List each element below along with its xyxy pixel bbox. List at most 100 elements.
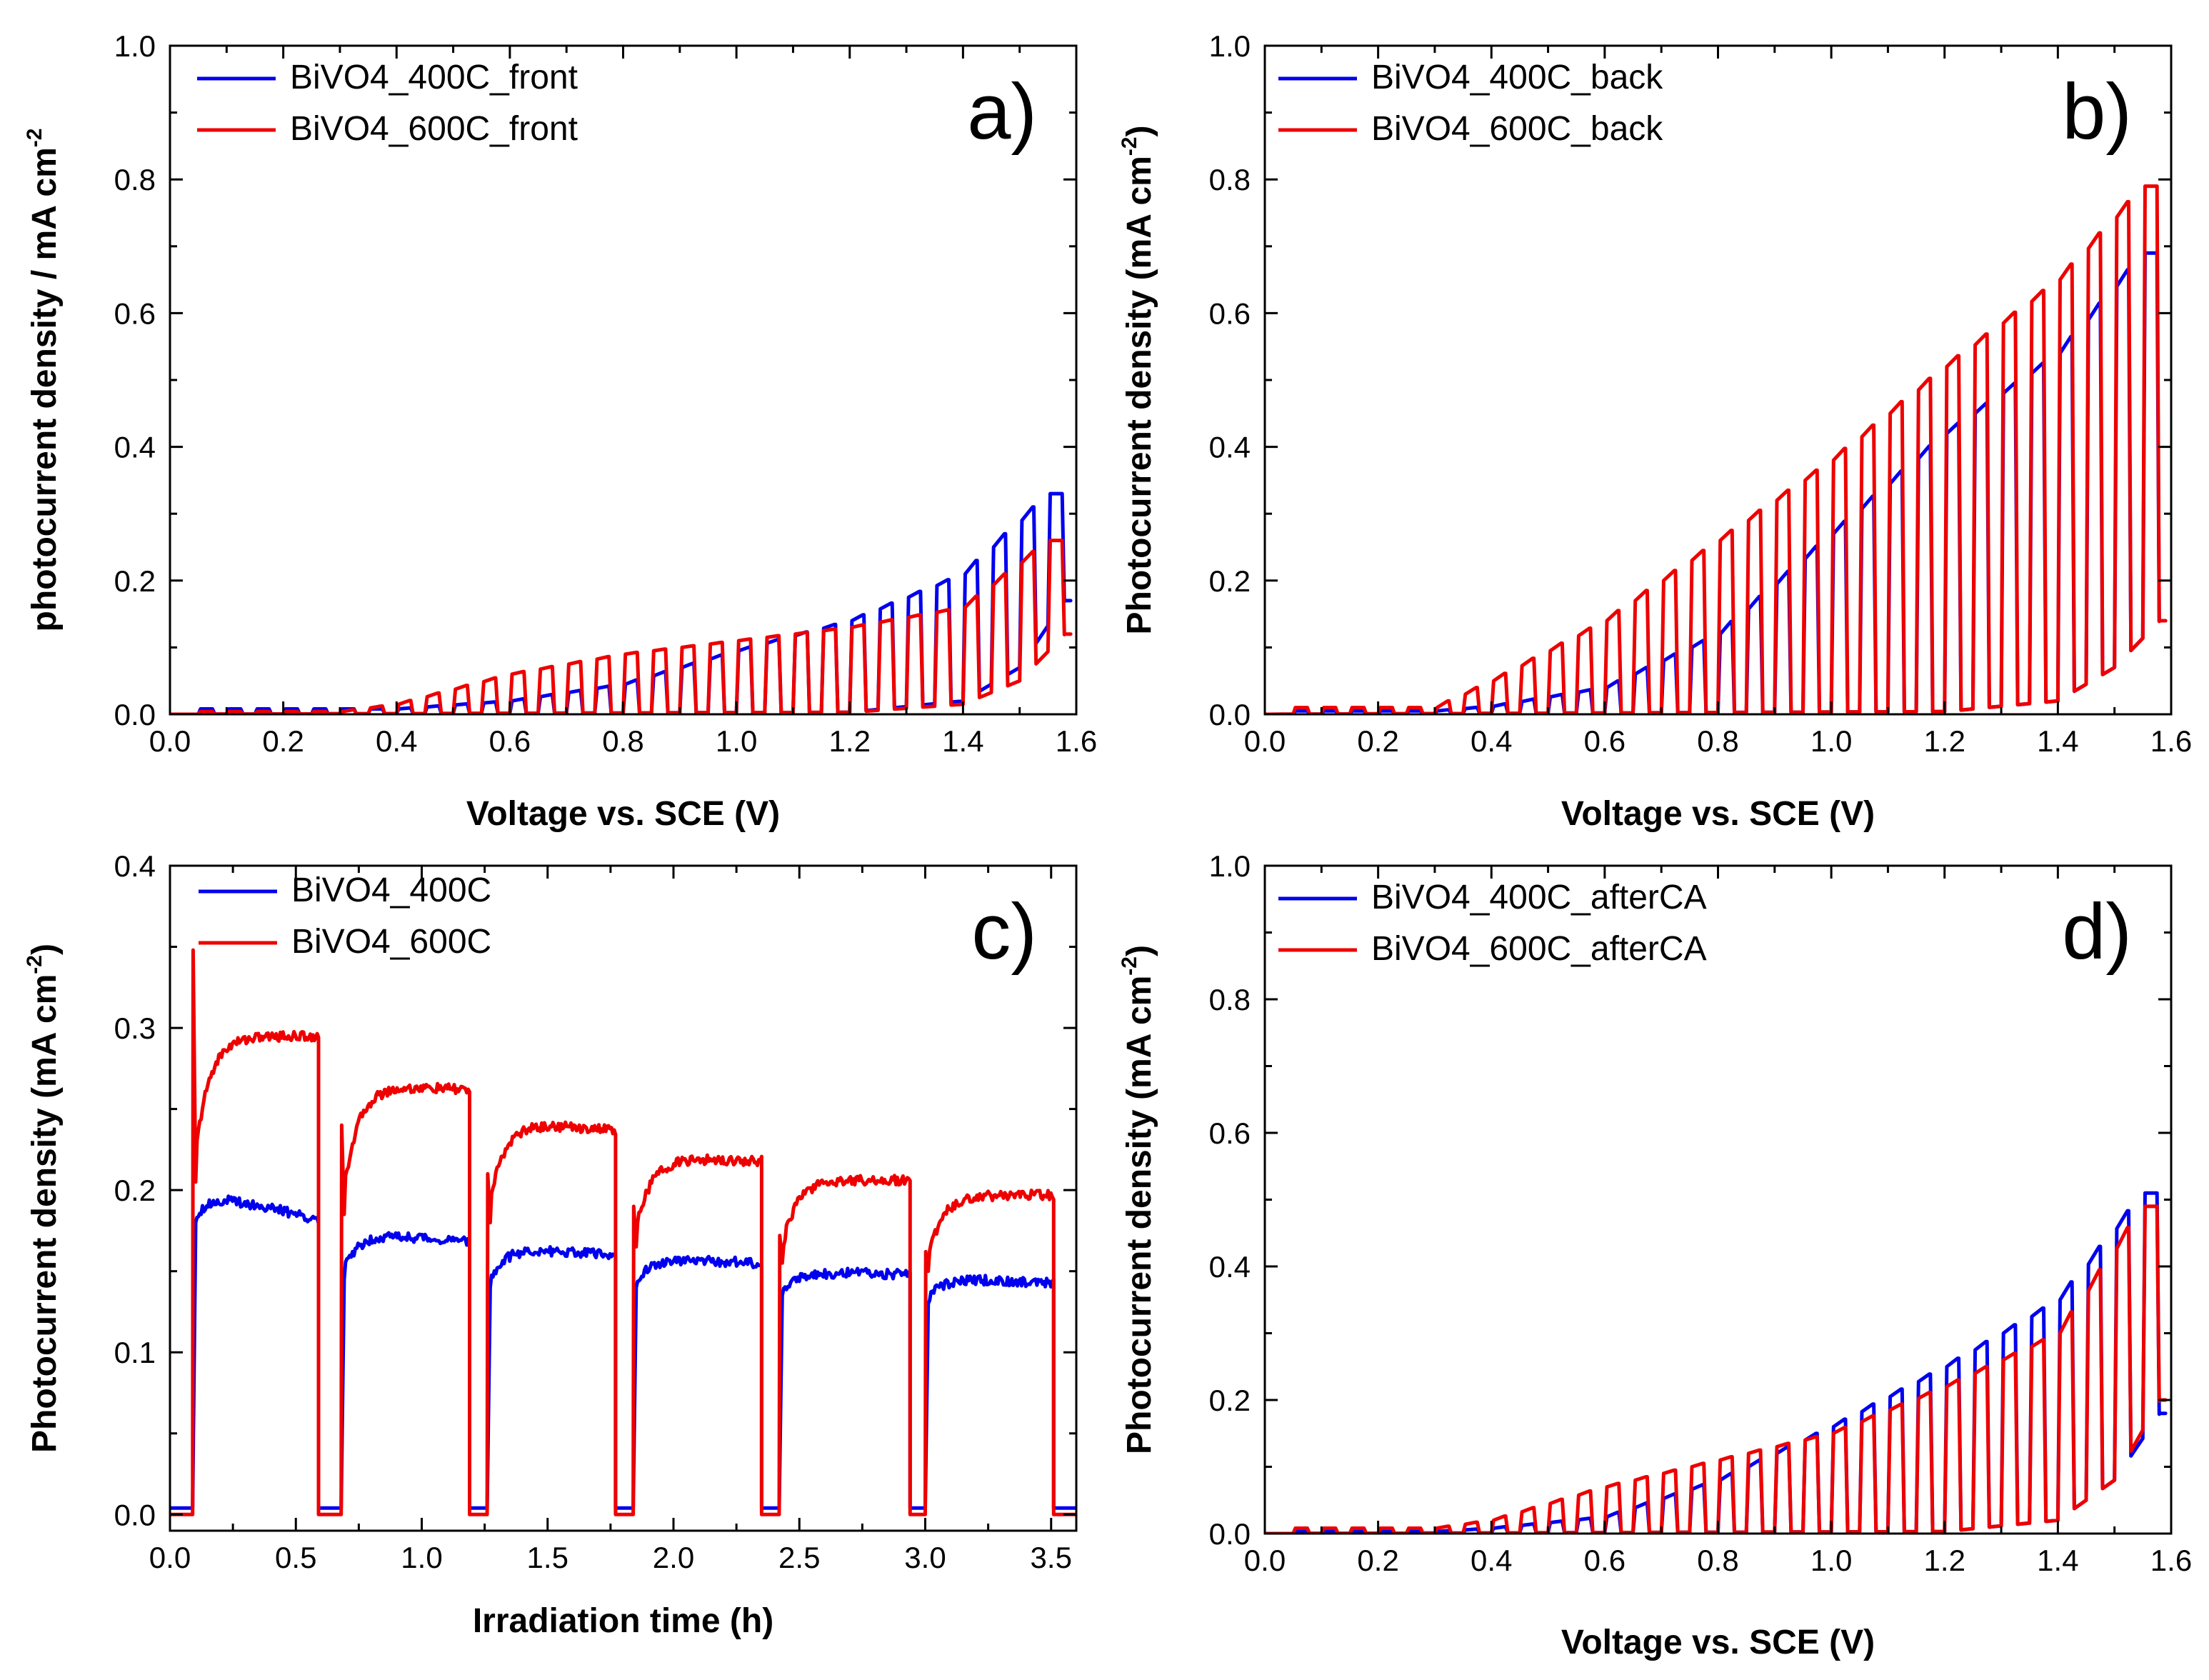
x-tick-label: 0.8: [1697, 724, 1738, 758]
panel-c: 0.0 0.5 1.0 1.5 2.0 2.5 3.0 3.5 0.0 0.1 0.2 0.3 0.4 I…: [23, 849, 1078, 1640]
y-tick-label: 0.0: [1209, 1517, 1251, 1551]
x-tick-label: 1.2: [1924, 1544, 1965, 1577]
x-tick-label: 0.5: [275, 1541, 316, 1574]
x-tick-label: 0.8: [1697, 1544, 1738, 1577]
legend-label: BiVO4_400C: [291, 871, 491, 909]
y-tick-label: 0.4: [1209, 431, 1251, 464]
x-tick-label: 1.4: [2037, 724, 2078, 758]
y-tick-label: 0.1: [114, 1336, 156, 1369]
legend-label: BiVO4_400C_back: [1371, 59, 1663, 96]
y-tick-label: 0.0: [114, 1498, 156, 1531]
x-tick-label: 3.0: [904, 1541, 946, 1574]
y-axis-title-main: Photocurrent density (mA cm: [26, 974, 64, 1453]
y-tick-label: 0.2: [1209, 1384, 1251, 1417]
y-tick-label: 0.2: [114, 1174, 156, 1207]
y-tick-label: 0.4: [1209, 1250, 1251, 1284]
y-tick-label: 1.0: [1209, 849, 1251, 883]
y-axis-title-sup: -2: [1118, 956, 1141, 976]
panel-label: c): [971, 888, 1037, 976]
series-line-BiVO4_400C: [170, 1194, 1076, 1510]
y-tick-label: 0.8: [114, 163, 156, 196]
legend-label: BiVO4_400C_front: [290, 59, 578, 96]
legend-label: BiVO4_600C: [291, 923, 491, 961]
x-axis-title: Irradiation time (h): [473, 1602, 773, 1640]
y-axis-title-sup: -2: [1118, 136, 1141, 156]
x-tick-label: 0.2: [1357, 1544, 1398, 1577]
x-tick-label: 0.4: [376, 724, 417, 758]
series-line-BiVO4_600C_front: [170, 539, 1073, 714]
x-tick-label: 1.5: [527, 1541, 568, 1574]
y-tick-label: 0.4: [114, 431, 156, 464]
x-tick-label: 0.0: [149, 1541, 191, 1574]
series-line-BiVO4_600C: [170, 948, 1076, 1516]
y-tick-label: 0.8: [1209, 163, 1251, 196]
panel-label: b): [2062, 68, 2132, 156]
legend-label: BiVO4_400C_afterCA: [1371, 879, 1707, 916]
panel-a: 0.0 0.2 0.4 0.6 0.8 1.0 1.2 1.4 1.6 0.0 0.2 0.4 0.6 0…: [23, 29, 1097, 833]
x-axis-title: Voltage vs. SCE (V): [1561, 1624, 1875, 1661]
y-tick-label: 0.4: [114, 849, 156, 883]
legend-label: BiVO4_600C_front: [290, 110, 578, 148]
x-tick-label: 0.2: [1357, 724, 1398, 758]
y-axis-title-main: photocurrent density / mA cm: [26, 147, 64, 631]
y-axis-title: Photocurrent density (mA cm-2): [1118, 126, 1158, 635]
x-tick-label: 2.0: [653, 1541, 694, 1574]
x-tick-label: 1.6: [2150, 1544, 2192, 1577]
y-tick-label: 0.2: [1209, 564, 1251, 598]
panel-label: d): [2062, 888, 2132, 976]
x-tick-label: 0.0: [1244, 1544, 1286, 1577]
y-axis-title-main: Photocurrent density (mA cm: [1121, 976, 1158, 1454]
y-tick-label: 0.6: [114, 296, 156, 330]
x-axis-title: Voltage vs. SCE (V): [1561, 795, 1875, 833]
y-tick-label: 0.2: [114, 564, 156, 598]
y-axis-title: Photocurrent density (mA cm-2): [23, 944, 64, 1453]
y-tick-label: 0.0: [114, 698, 156, 731]
y-axis-title-close: ): [1121, 945, 1158, 956]
x-tick-label: 1.0: [1810, 724, 1852, 758]
y-axis-title-close: ): [26, 944, 64, 955]
x-axis-title: Voltage vs. SCE (V): [466, 795, 780, 833]
x-tick-label: 0.8: [602, 724, 643, 758]
legend-label: BiVO4_600C_afterCA: [1371, 930, 1707, 968]
y-axis-title-main: Photocurrent density (mA cm: [1121, 156, 1158, 634]
y-axis-title-sup: -2: [23, 955, 46, 974]
x-tick-label: 1.4: [942, 724, 983, 758]
y-tick-label: 0.6: [1209, 1116, 1251, 1150]
x-tick-label: 1.0: [401, 1541, 442, 1574]
x-tick-label: 1.6: [2150, 724, 2192, 758]
x-tick-label: 1.6: [1056, 724, 1097, 758]
x-tick-label: 1.2: [1924, 724, 1965, 758]
x-tick-label: 1.2: [829, 724, 871, 758]
panel-label: a): [967, 68, 1037, 156]
y-tick-label: 0.6: [1209, 296, 1251, 330]
x-tick-label: 0.6: [1584, 1544, 1626, 1577]
x-tick-label: 0.4: [1471, 724, 1512, 758]
x-tick-label: 0.4: [1471, 1544, 1512, 1577]
series-line-BiVO4_600C_back: [1265, 184, 2168, 714]
x-tick-label: 0.6: [1584, 724, 1626, 758]
y-axis-title-sup: -2: [23, 129, 46, 148]
legend-label: BiVO4_600C_back: [1371, 110, 1663, 148]
series-line-BiVO4_600C_afterCA: [1265, 1204, 2168, 1534]
x-tick-label: 1.0: [716, 724, 757, 758]
panel-b: 0.0 0.2 0.4 0.6 0.8 1.0 1.2 1.4 1.6 0.0 0.2 0.4 0.6 0…: [1118, 29, 2192, 833]
y-axis-title-close: ): [1121, 126, 1158, 137]
y-axis-title: photocurrent density / mA cm-2: [23, 129, 64, 632]
y-tick-label: 1.0: [1209, 29, 1251, 63]
plot-frame: [169, 864, 1078, 1532]
y-tick-label: 1.0: [114, 29, 156, 63]
panel-d: 0.0 0.2 0.4 0.6 0.8 1.0 1.2 1.4 1.6 0.0 0.2 0.4 0.6 0…: [1118, 849, 2192, 1661]
y-axis-title: Photocurrent density (mA cm-2): [1118, 945, 1158, 1454]
x-tick-label: 1.4: [2037, 1544, 2078, 1577]
y-tick-label: 0.8: [1209, 983, 1251, 1016]
x-tick-label: 3.5: [1031, 1541, 1072, 1574]
x-tick-label: 1.0: [1810, 1544, 1852, 1577]
y-tick-label: 0.3: [114, 1011, 156, 1045]
x-tick-label: 0.0: [1244, 724, 1286, 758]
y-tick-label: 0.0: [1209, 698, 1251, 731]
x-tick-label: 0.0: [149, 724, 191, 758]
x-tick-label: 0.6: [489, 724, 531, 758]
x-tick-label: 0.2: [262, 724, 304, 758]
x-tick-label: 2.5: [778, 1541, 820, 1574]
